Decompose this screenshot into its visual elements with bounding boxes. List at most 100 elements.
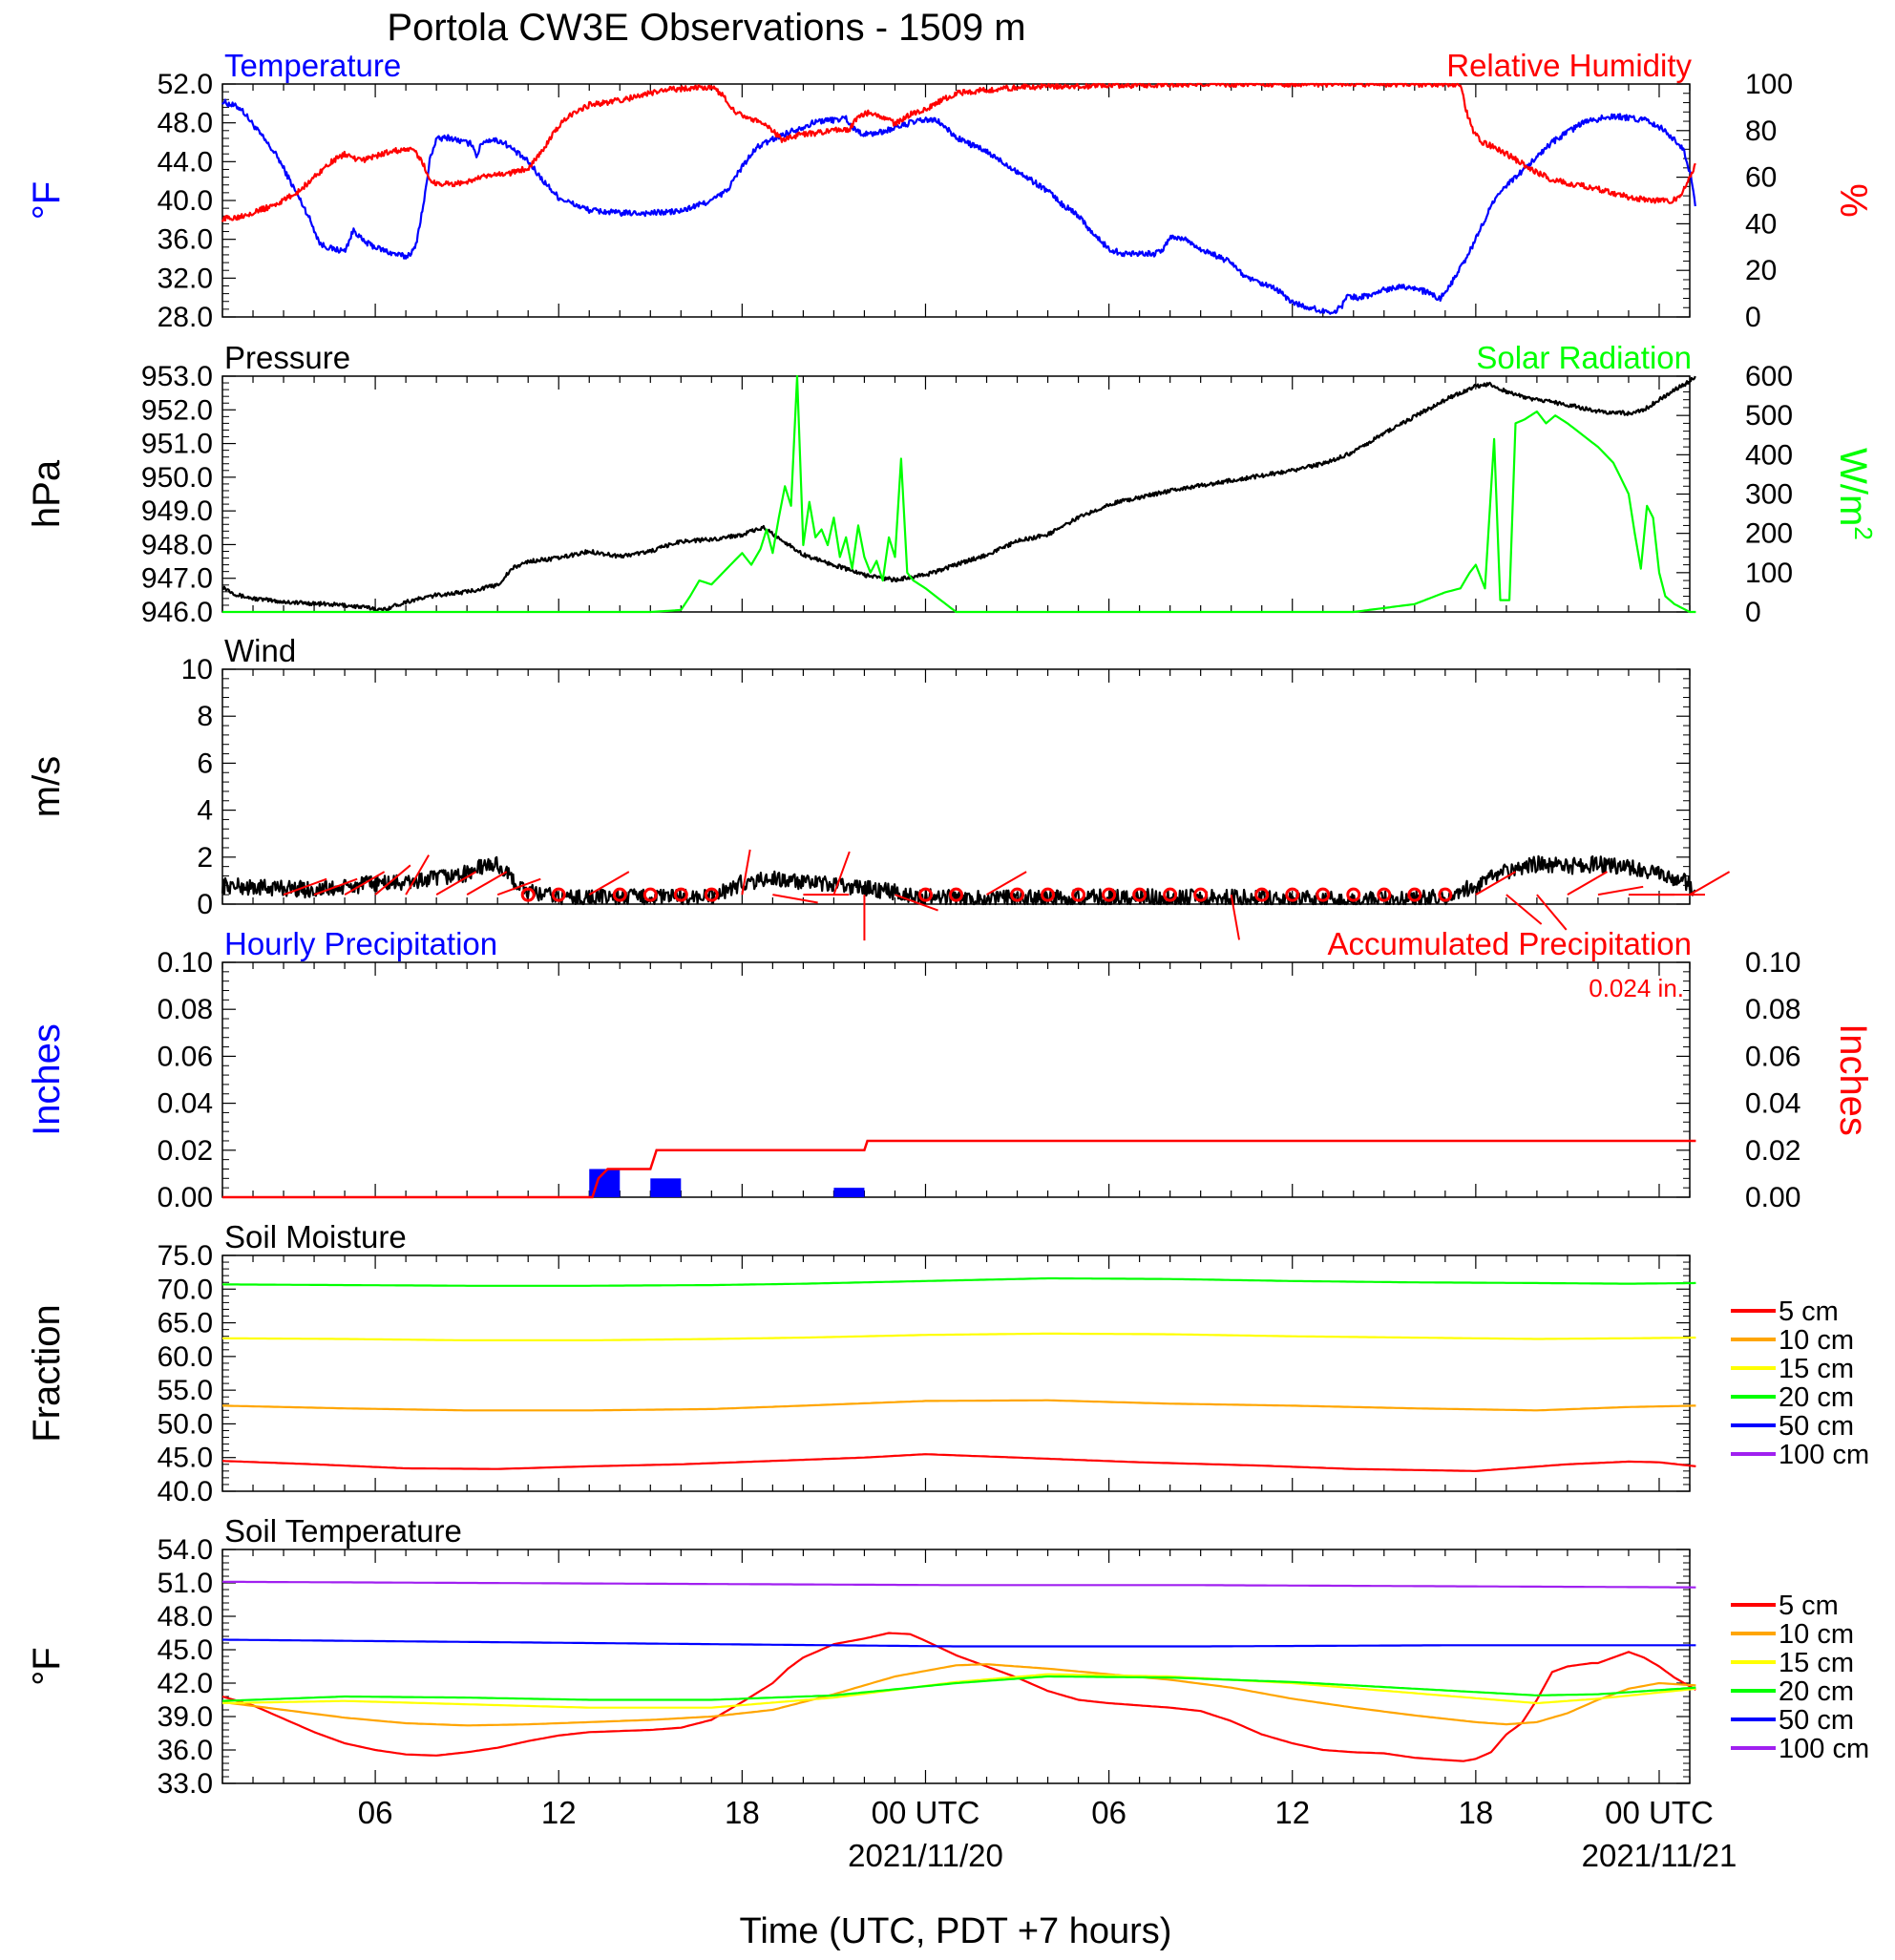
y-tick-label-left: 45.0	[158, 1443, 213, 1474]
wind-calm-marker	[612, 887, 627, 902]
wind-calm-marker	[704, 887, 719, 902]
series-line-5-cm	[221, 1632, 1696, 1762]
y-tick-label-left: 65.0	[158, 1308, 213, 1339]
y-tick-label-left: 946.0	[141, 597, 213, 628]
y-tick-label-left: 0.00	[158, 1182, 213, 1213]
x-tick-label: 06	[358, 1795, 393, 1830]
panels: 28.032.036.040.044.048.052.0020406080100…	[26, 48, 1878, 1800]
plot-frame	[221, 668, 1691, 905]
y-tick-label-right: 600	[1745, 361, 1793, 392]
y-tick-label-left: 28.0	[158, 302, 213, 333]
panel-title-left: Hourly Precipitation	[224, 926, 497, 961]
x-tick-label: 00 UTC	[1605, 1795, 1714, 1830]
y-tick-label-left: 32.0	[158, 263, 213, 294]
time-axis: 06 12 18 00 UTC 2021/11/20 06 12 18 00 UTC 2021/1…	[358, 1795, 1737, 1873]
wind-calm-marker	[1254, 887, 1270, 902]
wind-calm-marker	[1132, 887, 1148, 902]
y-tick-label-left: 48.0	[158, 108, 213, 139]
panel-title-left: Pressure	[224, 340, 350, 375]
legend-label: 20 cm	[1779, 1382, 1854, 1413]
series-line-10-cm	[221, 1663, 1696, 1727]
series-line-solar-radiation	[222, 374, 1696, 614]
wind-barb	[741, 849, 751, 896]
hourly-precip-bar	[650, 1178, 682, 1197]
series-line-5-cm	[221, 1453, 1696, 1472]
y-tick-label-left: 39.0	[158, 1701, 213, 1733]
y-axis-title-left: Fraction	[26, 1304, 68, 1443]
panel-title-left: Wind	[224, 633, 296, 668]
wind-barb	[1689, 871, 1731, 896]
legend-label: 15 cm	[1779, 1648, 1854, 1678]
series-line-pressure	[221, 375, 1696, 612]
y-tick-label-left: 36.0	[158, 1735, 213, 1766]
y-tick-label-left: 40.0	[158, 1476, 213, 1507]
series-line-wind	[221, 854, 1696, 906]
y-tick-label-left: 0.08	[158, 994, 213, 1025]
series-line-100-cm	[222, 1580, 1696, 1589]
y-tick-label-left: 2	[197, 842, 213, 874]
wind-calm-marker	[1316, 887, 1331, 902]
plot-frame	[221, 961, 1691, 1198]
series-line-temperature	[221, 98, 1696, 315]
y-tick-label-right: 60	[1745, 162, 1777, 194]
hourly-precip-bar	[833, 1188, 865, 1197]
wind-barb	[772, 894, 818, 904]
wind-calm-marker	[1010, 887, 1025, 902]
legend-label: 10 cm	[1779, 1619, 1854, 1650]
y-tick-label-left: 52.0	[158, 69, 213, 100]
y-tick-label-right: 300	[1745, 479, 1793, 511]
y-tick-label-left: 950.0	[141, 462, 213, 494]
x-date-label: 2021/11/20	[848, 1838, 1003, 1873]
wind-barb	[1505, 894, 1543, 925]
wind-barb	[895, 894, 938, 912]
y-tick-label-left: 6	[197, 748, 213, 779]
x-tick-label: 12	[541, 1795, 577, 1830]
panel-title-left: Temperature	[224, 48, 401, 83]
panel-pres_solar: 946.0947.0948.0949.0950.0951.0952.0953.0…	[26, 340, 1878, 628]
y-tick-label-right: 200	[1745, 518, 1793, 550]
wind-calm-marker	[1071, 887, 1086, 902]
legend-label: 100 cm	[1779, 1734, 1869, 1764]
wind-barb	[1567, 871, 1608, 896]
y-tick-label-right: 0.00	[1745, 1182, 1800, 1213]
panel-title-right: Accumulated Precipitation	[1327, 926, 1692, 961]
panel-title-right: Relative Humidity	[1446, 48, 1692, 83]
x-tick-label: 12	[1274, 1795, 1310, 1830]
y-tick-label-right: 80	[1745, 116, 1777, 147]
panel-precip: 0.00 0.02 0.04 0.06 0.08 0.10 0.00 0.02 0.04 0.06…	[26, 926, 1874, 1213]
wind-calm-marker	[642, 887, 658, 902]
wind-barb	[496, 877, 541, 896]
y-tick-label-left: 75.0	[158, 1240, 213, 1272]
y-tick-label-left: 42.0	[158, 1668, 213, 1699]
precip-total-annotation: 0.024 in.	[1589, 974, 1684, 1002]
panel-temp_rh: 28.0 32.0 36.0 40.0 44.0 48.0 52.0 0 20 40 60 80 100…	[26, 48, 1874, 333]
y-tick-label-left: 4	[197, 795, 213, 827]
wind-calm-marker	[1193, 887, 1209, 902]
series-line-10-cm	[222, 1399, 1696, 1412]
wind-barb	[435, 871, 477, 896]
wind-calm-marker	[1102, 887, 1117, 902]
y-tick-label-left: 949.0	[141, 495, 213, 527]
series-line-relative-humidity	[221, 82, 1696, 222]
y-tick-label-left: 50.0	[158, 1408, 213, 1440]
x-tick-label: 18	[725, 1795, 760, 1830]
series-line-15-cm	[221, 1673, 1696, 1709]
y-tick-label-right: 0.06	[1745, 1041, 1800, 1072]
y-tick-label-left: 48.0	[158, 1601, 213, 1633]
panel-title-left: Soil Temperature	[224, 1513, 462, 1549]
legend-label: 50 cm	[1779, 1411, 1854, 1442]
y-tick-label-left: 10	[181, 654, 213, 685]
x-tick-label: 06	[1091, 1795, 1126, 1830]
panel-title-right: Solar Radiation	[1476, 340, 1692, 375]
y-tick-label-left: 947.0	[141, 563, 213, 595]
y-tick-label-left: 0.02	[158, 1135, 213, 1167]
legend-label: 20 cm	[1779, 1676, 1854, 1707]
y-tick-label-right: 100	[1745, 558, 1793, 589]
wind-barb	[1475, 871, 1516, 896]
panel-soil_temp: 33.036.039.042.045.048.051.054.0 Soil Tem…	[26, 1513, 1869, 1800]
legend-label: 5 cm	[1779, 1296, 1839, 1327]
wind-barb	[313, 877, 358, 896]
x-axis-label: Time (UTC, PDT +7 hours)	[740, 1911, 1172, 1951]
y-tick-label-right: 20	[1745, 255, 1777, 286]
